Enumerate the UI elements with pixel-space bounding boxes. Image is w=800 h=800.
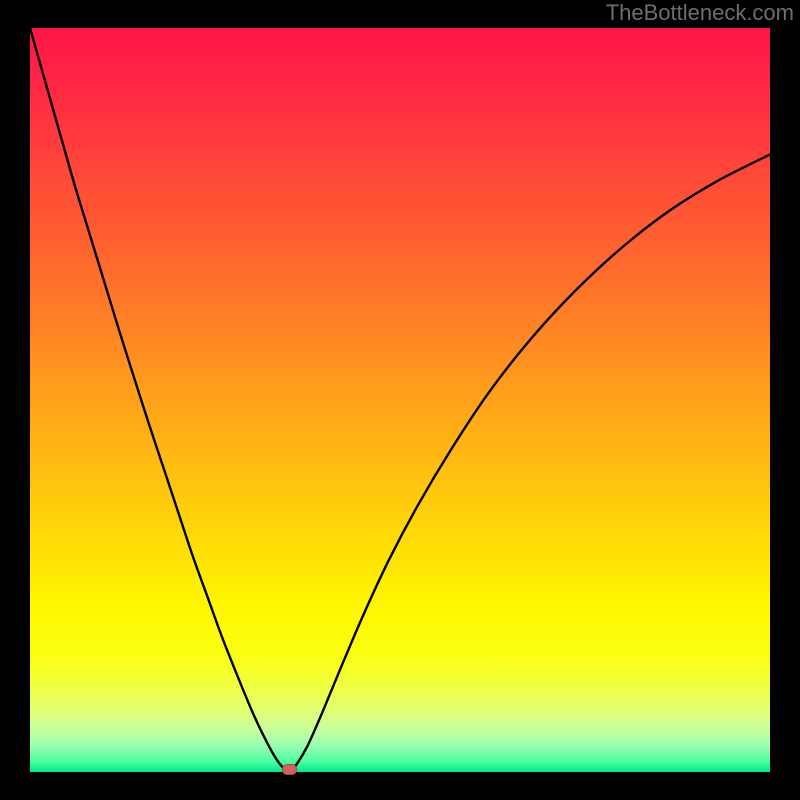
bottleneck-curve-path (30, 28, 770, 772)
plot-area (30, 28, 770, 772)
watermark-text: TheBottleneck.com (606, 0, 794, 26)
minimum-marker (282, 764, 297, 775)
chart-container: TheBottleneck.com (0, 0, 800, 800)
bottleneck-curve-svg (30, 28, 770, 772)
